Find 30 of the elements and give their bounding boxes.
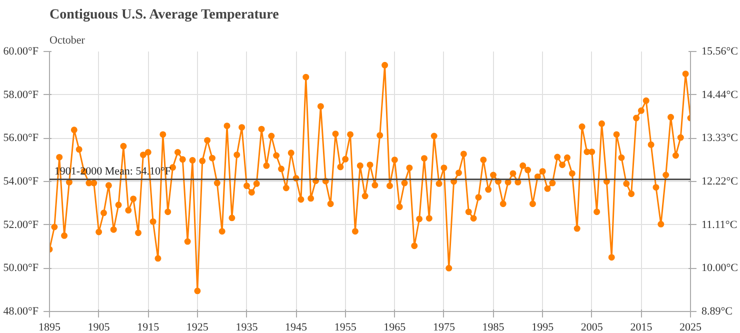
x-tick-label: 1955 — [334, 322, 357, 333]
x-tick-label: 1935 — [236, 322, 258, 333]
x-tick-label: 1945 — [285, 322, 308, 333]
x-tick-label: 1905 — [88, 322, 110, 333]
y-tick-label: 58.00°F — [3, 88, 39, 101]
y2-tick-label: 14.44°C — [702, 88, 738, 101]
y2-tick-label: 8.89°C — [702, 306, 732, 318]
y2-tick-label: 15.56°C — [702, 46, 738, 58]
y2-tick-label: 11.11°C — [702, 218, 738, 231]
x-tick-label: 2015 — [630, 322, 653, 333]
y-tick-label: 60.00°F — [3, 46, 39, 58]
x-tick-label: 1995 — [532, 322, 554, 333]
y-tick-label: 48.00°F — [3, 306, 39, 318]
y-tick-label: 50.00°F — [3, 262, 39, 274]
y2-tick-label: 13.33°C — [702, 132, 738, 144]
x-tick-label: 1895 — [38, 322, 61, 333]
y-tick-label: 54.00°F — [3, 176, 39, 188]
x-tick-label: 1975 — [432, 322, 456, 333]
x-tick-label: 1985 — [482, 322, 505, 333]
y-tick-label: 52.00°F — [3, 218, 39, 231]
y-tick-label: 56.00°F — [3, 132, 39, 144]
chart-title: Contiguous U.S. Average Temperature — [50, 8, 279, 22]
chart-subtitle: October — [50, 34, 86, 46]
x-tick-label: 2025 — [680, 322, 702, 333]
x-tick-label: 2005 — [580, 322, 604, 333]
x-tick-label: 1925 — [186, 322, 209, 333]
x-tick-label: 1965 — [384, 322, 406, 333]
y2-tick-label: 10.00°C — [702, 262, 738, 274]
y2-tick-label: 12.22°C — [702, 176, 738, 188]
x-tick-label: 1915 — [137, 322, 160, 333]
